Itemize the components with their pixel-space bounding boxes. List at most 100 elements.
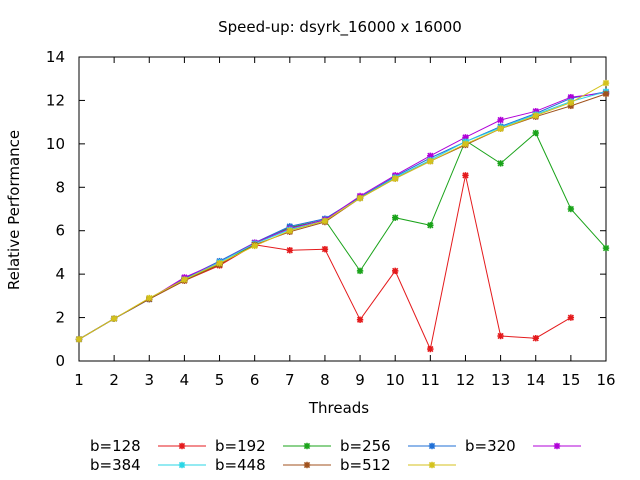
data-point [251, 242, 258, 250]
y-tick-label: 12 [46, 91, 65, 109]
data-point [392, 214, 399, 221]
legend-label: b=256 [340, 437, 391, 455]
data-point [427, 345, 434, 353]
data-point [286, 227, 293, 234]
legend-item: b=384 [90, 456, 206, 474]
series-line [78, 175, 572, 351]
legend-marker [178, 442, 186, 450]
x-tick-label: 4 [180, 371, 190, 389]
legend-label: b=512 [340, 456, 391, 474]
series-b=384 [75, 88, 610, 343]
series-b=512 [75, 79, 610, 343]
data-point [497, 116, 504, 124]
series-line [78, 93, 607, 340]
data-point [427, 222, 434, 229]
x-tick-label: 1 [74, 371, 84, 389]
legend-label: b=192 [215, 437, 266, 455]
data-point [216, 260, 223, 267]
plot-frame [78, 56, 607, 362]
legend-label: b=384 [90, 456, 141, 474]
x-tick-label: 5 [215, 371, 225, 389]
legend-label: b=128 [90, 437, 141, 455]
legend-item: b=448 [215, 456, 331, 474]
x-tick-label: 11 [421, 371, 440, 389]
data-point [392, 267, 399, 275]
data-point [356, 316, 364, 323]
series-b=256 [75, 88, 610, 343]
data-point [427, 158, 434, 165]
legend-marker [303, 461, 311, 469]
legend-label: b=320 [465, 437, 516, 455]
legend-marker [553, 442, 561, 450]
data-point [567, 99, 575, 106]
legend-item: b=192 [215, 437, 331, 455]
data-point [602, 79, 610, 87]
chart-title: Speed-up: dsyrk_16000 x 16000 [218, 18, 462, 37]
y-tick-label: 14 [46, 48, 65, 66]
data-point [602, 90, 610, 98]
data-point [462, 172, 469, 179]
data-point [110, 315, 118, 322]
legend-item: b=256 [340, 437, 456, 455]
y-tick-label: 0 [55, 352, 65, 370]
y-tick-label: 8 [55, 178, 65, 196]
y-tick-label: 6 [55, 222, 65, 240]
data-point [532, 112, 539, 119]
series-line [78, 132, 607, 340]
data-point [567, 205, 575, 213]
x-tick-label: 9 [355, 371, 365, 389]
legend-item: b=128 [90, 437, 206, 455]
data-point [392, 175, 399, 182]
data-point [321, 217, 329, 225]
x-tick-label: 3 [144, 371, 154, 389]
legend-marker [428, 461, 436, 469]
x-tick-label: 14 [526, 371, 545, 389]
series-line [78, 82, 607, 340]
x-tick-label: 7 [285, 371, 295, 389]
legend: b=128 b=192 b=256 b=320 b=384 b=448 b=512 [90, 437, 581, 474]
x-tick-label: 8 [320, 371, 330, 389]
legend-label: b=448 [215, 456, 266, 474]
legend-item: b=512 [340, 456, 456, 474]
data-point [497, 160, 504, 167]
data-point [567, 314, 575, 321]
series-line [78, 92, 607, 340]
data-point [181, 276, 188, 283]
legend-marker [303, 442, 311, 450]
data-point [602, 244, 610, 252]
data-point [532, 335, 539, 342]
data-point [75, 336, 83, 343]
series-layer [75, 79, 610, 353]
series-line [78, 91, 607, 340]
data-point [497, 125, 504, 132]
series-b=192 [75, 129, 610, 343]
y-axis-label: Relative Performance [5, 130, 23, 290]
legend-marker [178, 461, 186, 469]
series-b=320 [75, 89, 610, 343]
y-tick-label: 4 [55, 265, 65, 283]
x-axis-label: Threads [308, 399, 369, 417]
y-tick-label: 10 [46, 135, 65, 153]
data-point [356, 194, 364, 202]
data-point [356, 267, 364, 275]
y-tick-label: 2 [55, 309, 65, 327]
x-tick-label: 16 [596, 371, 615, 389]
data-point [321, 245, 329, 253]
series-b=128 [75, 172, 575, 353]
data-point [462, 140, 469, 148]
series-b=448 [75, 90, 610, 343]
data-point [146, 294, 153, 302]
x-tick-label: 12 [456, 371, 475, 389]
x-tick-label: 13 [491, 371, 510, 389]
x-tick-label: 2 [109, 371, 119, 389]
legend-item: b=320 [465, 437, 581, 455]
data-point [532, 129, 539, 137]
x-tick-label: 6 [250, 371, 260, 389]
series-line [78, 91, 607, 340]
x-tick-label: 15 [561, 371, 580, 389]
legend-marker [428, 442, 436, 450]
x-tick-label: 10 [386, 371, 405, 389]
data-point [286, 247, 293, 254]
